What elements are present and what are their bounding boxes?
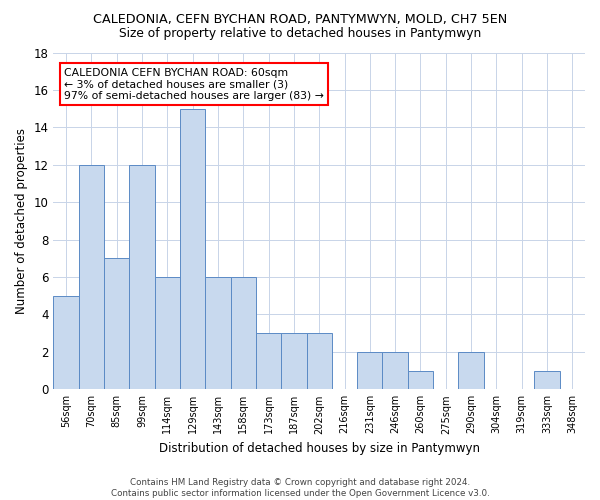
Bar <box>281 333 307 390</box>
Bar <box>458 352 484 390</box>
Bar <box>130 165 155 390</box>
Bar <box>155 277 180 390</box>
Bar <box>535 370 560 390</box>
Text: CALEDONIA CEFN BYCHAN ROAD: 60sqm
← 3% of detached houses are smaller (3)
97% of: CALEDONIA CEFN BYCHAN ROAD: 60sqm ← 3% o… <box>64 68 324 101</box>
Text: CALEDONIA, CEFN BYCHAN ROAD, PANTYMWYN, MOLD, CH7 5EN: CALEDONIA, CEFN BYCHAN ROAD, PANTYMWYN, … <box>93 12 507 26</box>
Bar <box>307 333 332 390</box>
Bar <box>180 108 205 390</box>
Bar <box>230 277 256 390</box>
Bar <box>256 333 281 390</box>
Bar <box>357 352 382 390</box>
Bar <box>104 258 130 390</box>
Bar <box>382 352 408 390</box>
Text: Contains HM Land Registry data © Crown copyright and database right 2024.
Contai: Contains HM Land Registry data © Crown c… <box>110 478 490 498</box>
Bar <box>79 165 104 390</box>
Bar <box>53 296 79 390</box>
Y-axis label: Number of detached properties: Number of detached properties <box>15 128 28 314</box>
Bar <box>205 277 230 390</box>
Text: Size of property relative to detached houses in Pantymwyn: Size of property relative to detached ho… <box>119 28 481 40</box>
X-axis label: Distribution of detached houses by size in Pantymwyn: Distribution of detached houses by size … <box>159 442 480 455</box>
Bar <box>408 370 433 390</box>
